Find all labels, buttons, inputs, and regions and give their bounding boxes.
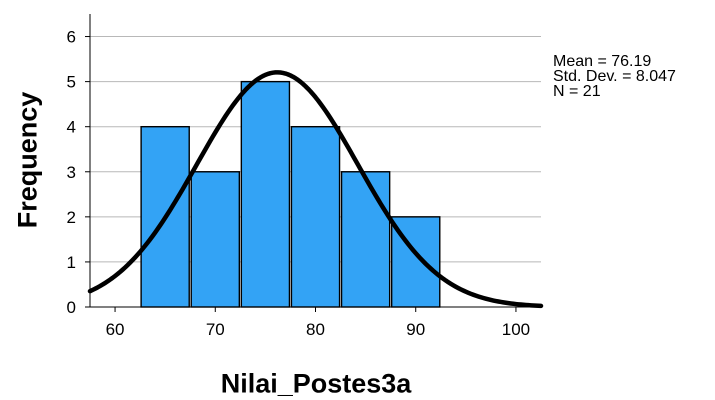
x-tick-label-80: 80: [306, 320, 325, 339]
y-tick-label-5: 5: [67, 73, 76, 92]
n-label: N = 21: [553, 83, 601, 100]
std-dev-label: Std. Dev. = 8.047: [553, 68, 676, 85]
stats-box: Mean = 76.19 Std. Dev. = 8.047 N = 21: [553, 53, 676, 100]
normal-curve: [87, 70, 544, 309]
y-tick-label-3: 3: [67, 163, 76, 182]
y-tick-label-1: 1: [67, 253, 76, 272]
y-tick-label-0: 0: [67, 298, 76, 317]
histogram-bar-2: [240, 80, 291, 308]
histogram-bar-3: [290, 125, 341, 308]
y-axis-label: Frequency: [12, 91, 43, 229]
x-tick-label-70: 70: [206, 320, 225, 339]
mean-label: Mean = 76.19: [553, 53, 652, 70]
x-tick-label-90: 90: [406, 320, 425, 339]
histogram-bar-1: [190, 171, 241, 308]
x-axis-label: Nilai_Postes3a: [220, 368, 412, 399]
x-tick-label-60: 60: [106, 320, 125, 339]
y-tick-label-4: 4: [67, 118, 76, 137]
y-tick-label-2: 2: [67, 208, 76, 227]
y-tick-label-6: 6: [67, 28, 76, 47]
histogram-bar-4: [340, 171, 391, 308]
x-tick-label-100: 100: [502, 320, 530, 339]
